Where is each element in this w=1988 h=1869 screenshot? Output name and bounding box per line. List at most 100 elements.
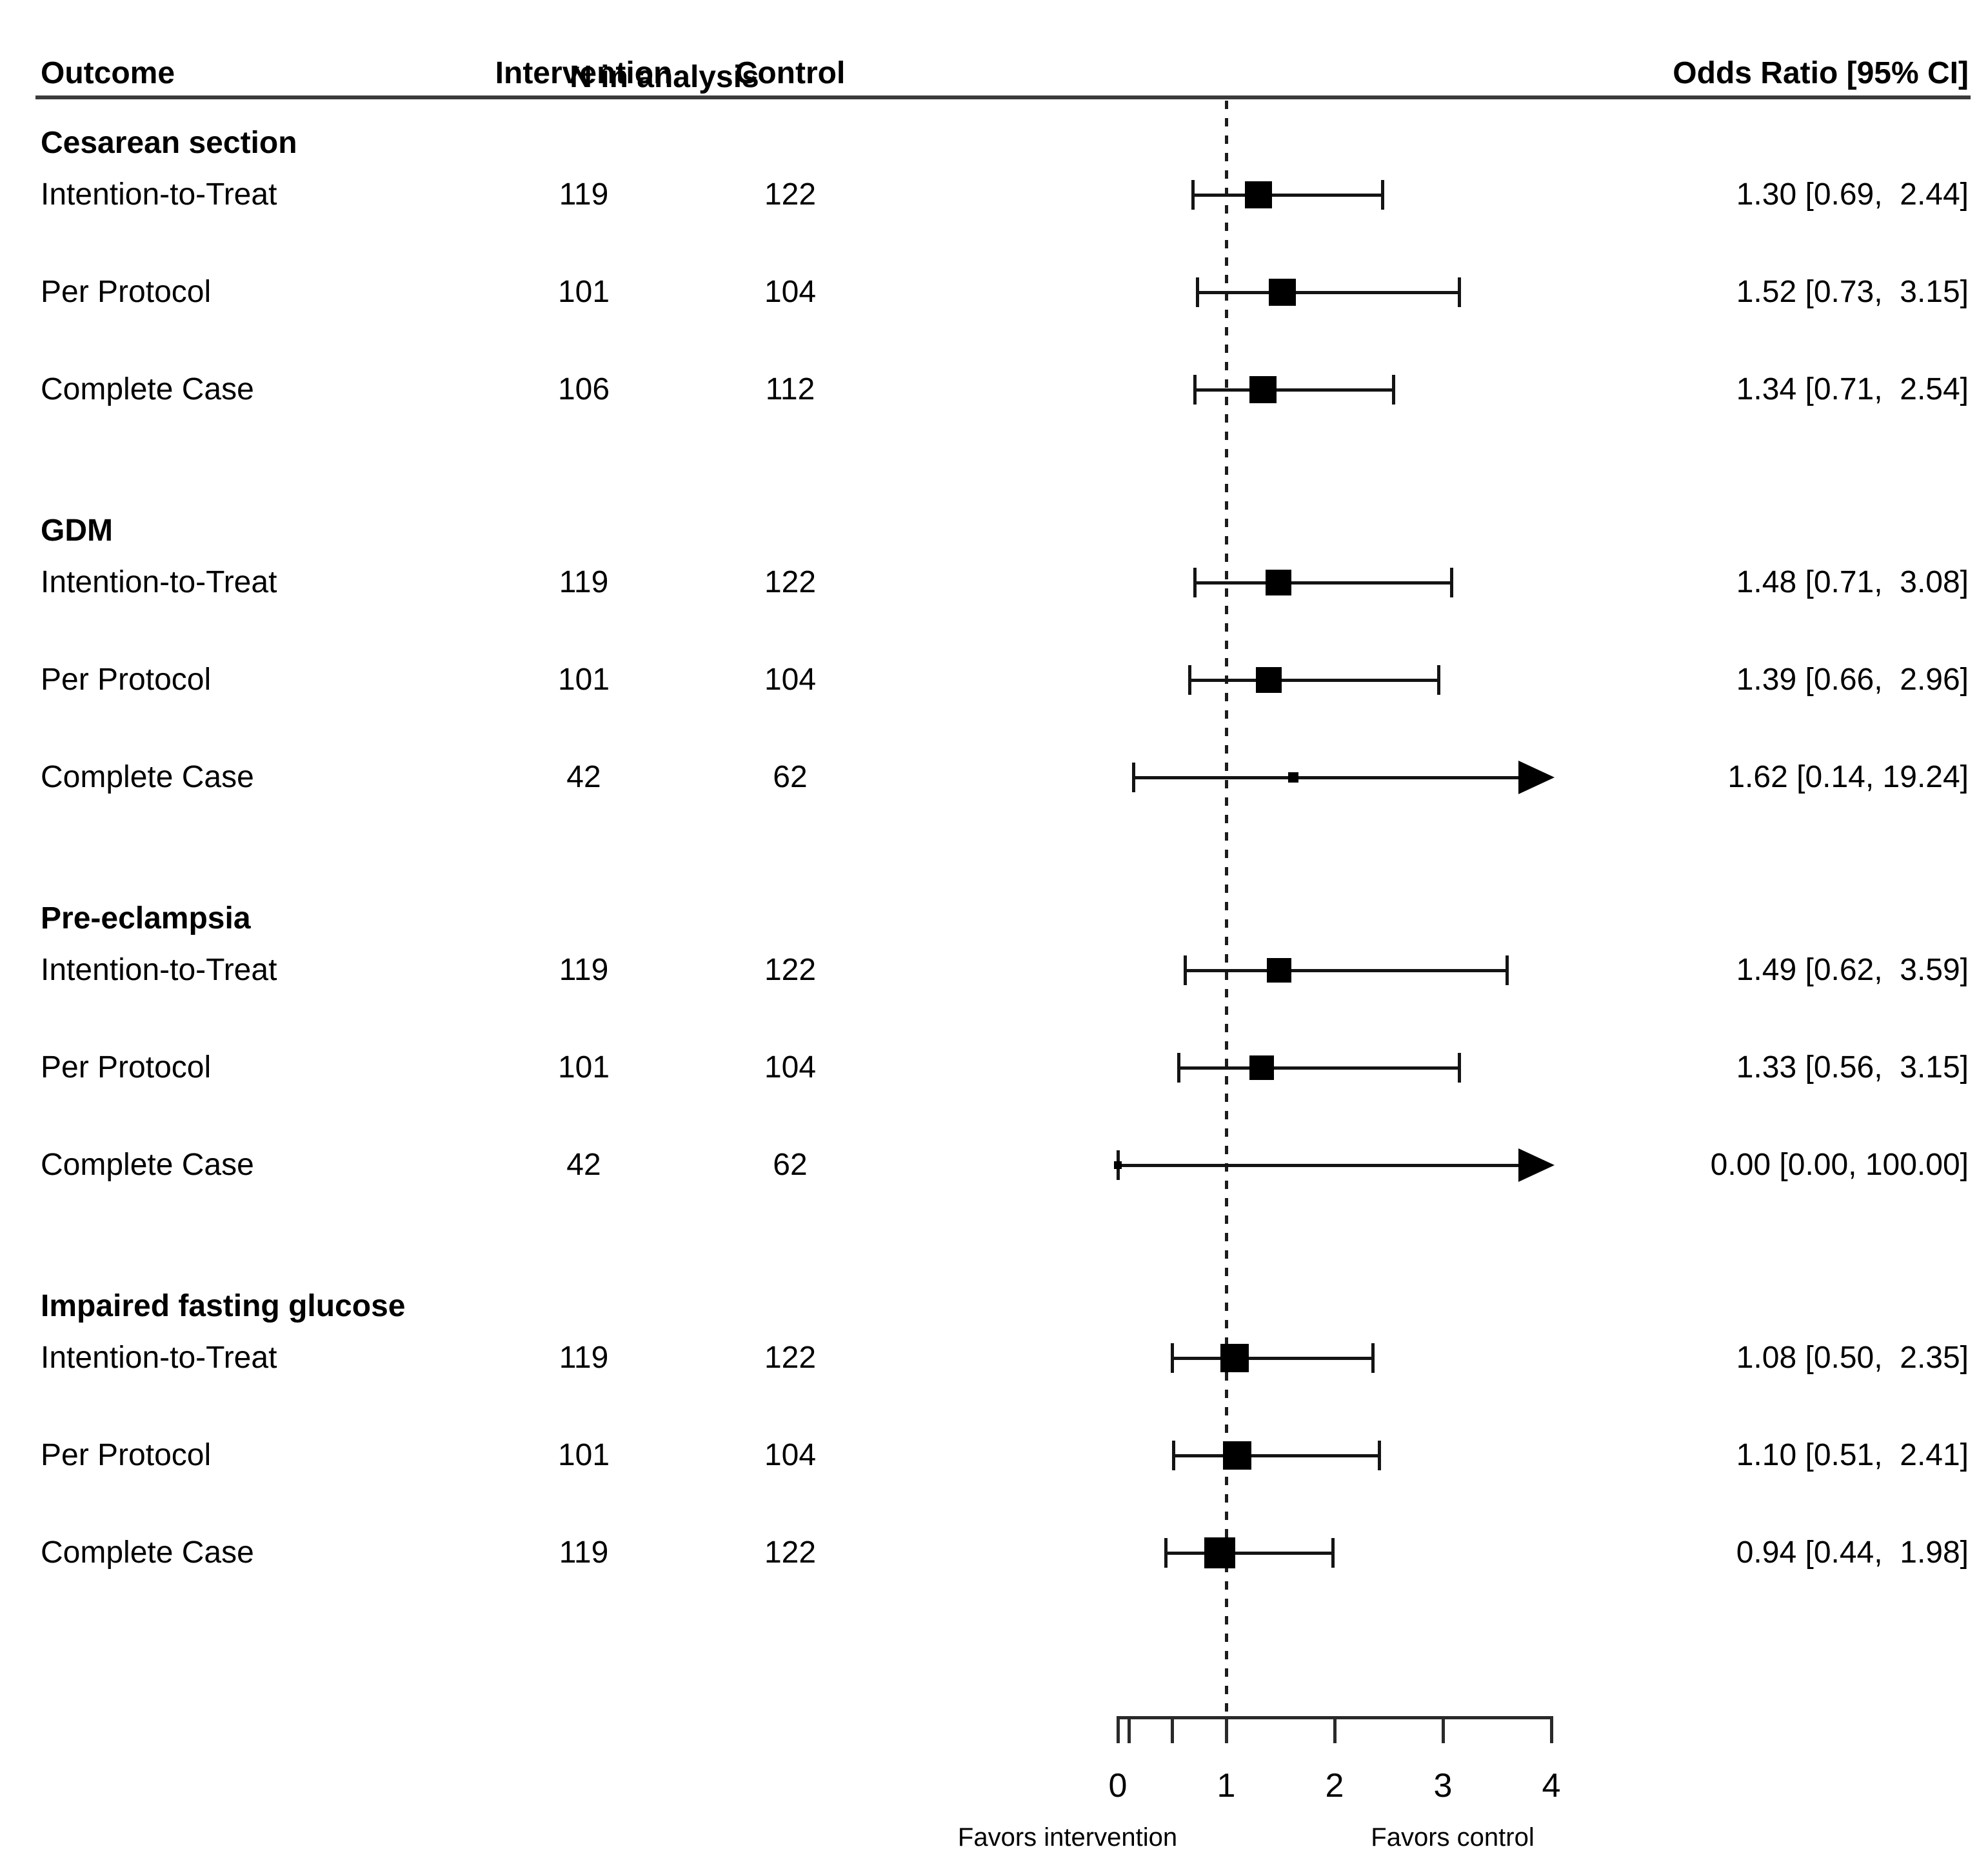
x-axis-tick-label: 0 [1108, 1767, 1128, 1804]
ci-line [1178, 1066, 1460, 1070]
n-control-value: 122 [764, 1341, 817, 1375]
ci-line [1195, 581, 1452, 585]
odds-ratio-value: 1.10 [0.51, 2.41] [1736, 1438, 1969, 1472]
ci-cap-right [1506, 955, 1509, 985]
n-intervention-value: 119 [559, 1535, 609, 1570]
n-in-analysis-header-label: N in analysis [570, 60, 759, 94]
outcome-column-header: Outcome [41, 56, 175, 90]
ci-cap-right [1380, 180, 1384, 210]
ci-line [1189, 679, 1439, 682]
row-label: Intention-to-Treat [41, 565, 277, 599]
or-box-marker [1269, 279, 1297, 306]
n-control-value: 122 [764, 565, 817, 599]
ci-line [1165, 1552, 1333, 1555]
odds-ratio-value: 1.30 [0.69, 2.44] [1736, 177, 1969, 212]
row-label: Per Protocol [41, 1438, 212, 1472]
row-label: Complete Case [41, 1535, 254, 1570]
ci-cap-left [1131, 763, 1135, 792]
ci-line [1172, 1357, 1373, 1360]
ci-cap-left [1171, 1343, 1174, 1373]
group-title: GDM [41, 514, 113, 548]
odds-ratio-column-header: Odds Ratio [95% CI] [1673, 56, 1969, 90]
ci-cap-right [1437, 665, 1441, 695]
row-label: Intention-to-Treat [41, 177, 277, 212]
n-control-value: 104 [764, 663, 817, 697]
ci-line [1185, 969, 1507, 972]
odds-ratio-value: 0.94 [0.44, 1.98] [1736, 1535, 1969, 1570]
ci-line [1118, 1164, 1527, 1167]
intervention-column-header: Intervention [495, 56, 673, 90]
n-control-value: 112 [765, 372, 815, 406]
group-title: Impaired fasting glucose [41, 1289, 406, 1323]
odds-ratio-value: 1.34 [0.71, 2.54] [1736, 372, 1969, 406]
row-label: Intention-to-Treat [41, 1341, 277, 1375]
n-intervention-value: 119 [559, 953, 609, 987]
row-label: Per Protocol [41, 275, 212, 309]
x-axis-tick [1550, 1716, 1553, 1743]
n-control-value: 62 [773, 1148, 808, 1182]
n-intervention-value: 42 [566, 1148, 601, 1182]
odds-ratio-value: 1.49 [0.62, 3.59] [1736, 953, 1969, 987]
n-control-value: 104 [764, 1438, 817, 1472]
or-box-marker [1220, 1344, 1249, 1372]
or-box-marker [1114, 1161, 1122, 1169]
header-rule [35, 95, 1971, 99]
control-column-header: Control [735, 56, 846, 90]
ci-line [1133, 776, 1527, 779]
ci-cap-left [1188, 665, 1191, 695]
x-axis-tick [1225, 1716, 1228, 1743]
or-box-marker [1245, 181, 1273, 208]
odds-ratio-value: 1.62 [0.14, 19.24] [1727, 760, 1969, 794]
or-box-marker [1255, 667, 1282, 693]
favors-control-label: Favors control [1371, 1823, 1535, 1852]
x-axis-tick-label: 2 [1325, 1767, 1344, 1804]
odds-ratio-value: 1.39 [0.66, 2.96] [1736, 663, 1969, 697]
n-intervention-value: 119 [559, 1341, 609, 1375]
row-label: Intention-to-Treat [41, 953, 277, 987]
x-axis-tick [1442, 1716, 1445, 1743]
n-intervention-value: 101 [557, 275, 610, 309]
n-control-value: 122 [764, 1535, 817, 1570]
row-label: Complete Case [41, 372, 254, 406]
ci-line [1192, 194, 1382, 197]
or-box-marker [1204, 1537, 1235, 1568]
row-label: Per Protocol [41, 1050, 212, 1084]
n-in-analysis-header: N in analysis [570, 15, 759, 139]
ci-line [1195, 388, 1393, 392]
x-axis-minor-tick [1171, 1716, 1174, 1743]
odds-ratio-value: 1.08 [0.50, 2.35] [1736, 1341, 1969, 1375]
x-axis-tick-label: 3 [1433, 1767, 1453, 1804]
ci-cap-left [1171, 1441, 1175, 1470]
ci-cap-left [1195, 277, 1199, 307]
x-axis-tick [1333, 1716, 1337, 1743]
n-intervention-value: 106 [557, 372, 610, 406]
ci-cap-left [1193, 568, 1197, 597]
n-intervention-value: 119 [559, 177, 609, 212]
ci-cap-right [1391, 375, 1395, 405]
row-label: Complete Case [41, 1148, 254, 1182]
ci-cap-right [1450, 568, 1454, 597]
favors-intervention-label: Favors intervention [957, 1823, 1178, 1852]
odds-ratio-value: 1.52 [0.73, 3.15] [1736, 275, 1969, 309]
group-title: Cesarean section [41, 126, 297, 160]
row-label: Complete Case [41, 760, 254, 794]
n-intervention-value: 119 [559, 565, 609, 599]
ci-line [1197, 291, 1460, 294]
n-intervention-value: 101 [557, 1050, 610, 1084]
odds-ratio-value: 1.33 [0.56, 3.15] [1736, 1050, 1969, 1084]
or-box-marker [1249, 1055, 1275, 1080]
reference-line [1225, 101, 1228, 1716]
x-axis-tick-label: 4 [1542, 1767, 1561, 1804]
or-box-marker [1267, 958, 1292, 983]
ci-cap-right [1458, 277, 1462, 307]
odds-ratio-value: 1.48 [0.71, 3.08] [1736, 565, 1969, 599]
n-control-value: 122 [764, 953, 817, 987]
ci-cap-right [1371, 1343, 1375, 1373]
n-control-value: 122 [764, 177, 817, 212]
odds-ratio-value: 0.00 [0.00, 100.00] [1710, 1148, 1969, 1182]
n-intervention-value: 42 [566, 760, 601, 794]
ci-cap-left [1184, 955, 1188, 985]
ci-line [1173, 1454, 1379, 1457]
ci-arrow-right [1518, 761, 1555, 794]
ci-arrow-right [1518, 1148, 1555, 1182]
